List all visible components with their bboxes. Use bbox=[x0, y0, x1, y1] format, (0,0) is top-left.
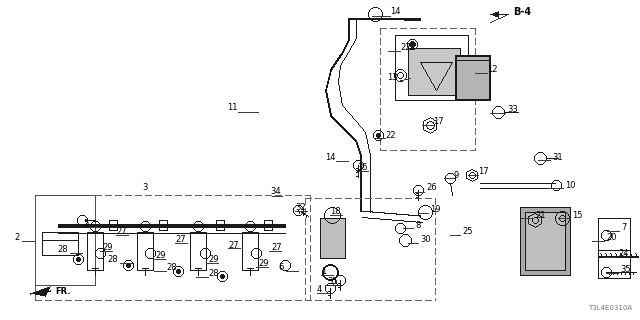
Text: 27: 27 bbox=[228, 241, 239, 250]
Text: 11: 11 bbox=[227, 103, 238, 113]
Text: 19: 19 bbox=[430, 205, 440, 214]
Text: FR.: FR. bbox=[55, 286, 70, 295]
Text: 35: 35 bbox=[620, 266, 630, 275]
Text: 29: 29 bbox=[208, 255, 218, 265]
Text: 27: 27 bbox=[271, 244, 282, 252]
Text: 27: 27 bbox=[116, 228, 127, 236]
Text: 3: 3 bbox=[142, 183, 148, 193]
Text: 29: 29 bbox=[102, 244, 113, 252]
Text: 8: 8 bbox=[415, 220, 420, 229]
Text: T3L4E0310A: T3L4E0310A bbox=[588, 305, 632, 311]
Text: 9: 9 bbox=[454, 171, 460, 180]
Text: 13: 13 bbox=[387, 74, 398, 83]
Text: 30: 30 bbox=[420, 236, 431, 244]
Text: 15: 15 bbox=[572, 211, 582, 220]
Text: 26: 26 bbox=[426, 183, 436, 193]
Text: 20: 20 bbox=[606, 234, 616, 243]
Text: B-4: B-4 bbox=[513, 7, 531, 17]
Text: 33: 33 bbox=[507, 106, 518, 115]
Text: 12: 12 bbox=[487, 66, 497, 75]
Text: 17: 17 bbox=[478, 167, 488, 177]
Text: 32: 32 bbox=[295, 204, 306, 212]
Text: 10: 10 bbox=[565, 180, 575, 189]
Text: 7: 7 bbox=[621, 223, 627, 233]
Text: 18: 18 bbox=[330, 207, 340, 217]
Text: 6: 6 bbox=[278, 263, 284, 273]
Text: 29: 29 bbox=[258, 260, 269, 268]
Text: 24: 24 bbox=[618, 250, 628, 259]
Text: 4: 4 bbox=[317, 285, 323, 294]
Text: 34: 34 bbox=[270, 188, 280, 196]
Text: 22: 22 bbox=[400, 43, 410, 52]
Text: 27: 27 bbox=[175, 236, 186, 244]
Text: 1: 1 bbox=[321, 268, 326, 276]
Text: 14: 14 bbox=[326, 154, 336, 163]
Text: 29: 29 bbox=[155, 252, 166, 260]
Text: 28: 28 bbox=[58, 245, 68, 254]
Text: 22: 22 bbox=[385, 131, 396, 140]
Text: 17: 17 bbox=[433, 117, 444, 126]
Text: 28: 28 bbox=[108, 255, 118, 265]
Text: 2: 2 bbox=[15, 234, 20, 243]
Text: 21: 21 bbox=[535, 211, 545, 220]
Text: 28: 28 bbox=[208, 269, 219, 278]
Text: 25: 25 bbox=[462, 228, 472, 236]
Text: 28: 28 bbox=[166, 263, 177, 273]
Text: 14: 14 bbox=[390, 7, 401, 17]
Text: 35: 35 bbox=[357, 164, 367, 172]
Text: 5: 5 bbox=[84, 220, 89, 228]
Text: 31: 31 bbox=[552, 153, 563, 162]
Text: 35: 35 bbox=[327, 277, 338, 286]
